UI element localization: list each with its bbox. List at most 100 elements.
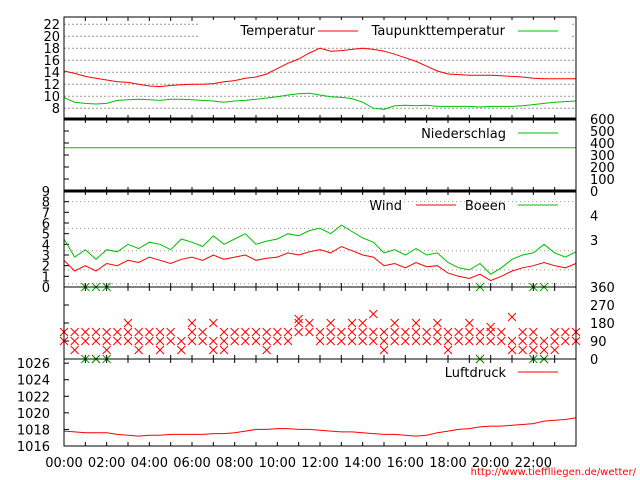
direction-point	[155, 336, 165, 346]
direction-point	[518, 336, 528, 346]
direction-point	[390, 336, 400, 346]
direction-point	[230, 336, 240, 346]
x-tick-label: 00:00	[45, 456, 82, 471]
pressure-y-tick-label: 1018	[17, 423, 50, 438]
direction-y-tick-label: 90	[590, 335, 607, 350]
temp-y-tick-label: 22	[43, 18, 60, 33]
direction-point	[400, 336, 410, 346]
x-tick-label: 14:00	[344, 456, 381, 471]
direction-point	[411, 327, 421, 337]
x-tick-label: 02:00	[88, 456, 125, 471]
direction-point	[528, 345, 538, 355]
temp-y-tick-label: 12	[43, 78, 60, 93]
temp-y-tick-label: 10	[43, 90, 60, 105]
direction-point	[112, 336, 122, 346]
direction-point	[219, 327, 229, 337]
direction-point	[368, 336, 378, 346]
direction-point	[187, 318, 197, 328]
rain-y-tick-label: 200	[590, 161, 615, 176]
rain-y-tick-label: 0	[590, 185, 598, 200]
direction-point	[91, 327, 101, 337]
direction-point	[198, 327, 208, 337]
direction-point	[400, 327, 410, 337]
direction-point	[507, 312, 517, 322]
pressure-y-tick-label: 1022	[17, 390, 50, 405]
direction-point	[272, 327, 282, 337]
direction-point	[443, 336, 453, 346]
direction-point	[166, 336, 176, 346]
x-tick-label: 12:00	[301, 456, 338, 471]
x-tick-label: 16:00	[387, 456, 424, 471]
direction-point	[358, 327, 368, 337]
direction-point	[528, 336, 538, 346]
direction-point	[123, 336, 133, 346]
direction-point	[347, 336, 357, 346]
direction-point	[208, 318, 218, 328]
direction-point	[550, 327, 560, 337]
direction-point	[166, 327, 176, 337]
temperature-line	[63, 47, 576, 88]
temp-y-tick-label: 16	[43, 54, 60, 69]
pressure-y-tick-label: 1026	[17, 357, 50, 372]
direction-point	[518, 327, 528, 337]
direction-point	[315, 336, 325, 346]
direction-point	[230, 327, 240, 337]
direction-point	[475, 327, 485, 337]
direction-point	[475, 336, 485, 346]
direction-point	[347, 318, 357, 328]
direction-point	[176, 336, 186, 346]
pressure-y-tick-label: 1020	[17, 407, 50, 422]
wind-y-tick-label: 3	[42, 249, 50, 264]
legend-taupunkt: Taupunkttemperatur	[371, 24, 506, 39]
direction-y-tick-label: 270	[590, 299, 615, 314]
direction-point	[144, 327, 154, 337]
beaufort-label: 4	[590, 210, 598, 225]
direction-point	[80, 336, 90, 346]
x-tick-label: 10:00	[259, 456, 296, 471]
legend-luftdruck: Luftdruck	[445, 366, 507, 381]
direction-point	[123, 327, 133, 337]
legend-boeen: Boeen	[465, 199, 506, 214]
legend-wind: Wind	[369, 199, 402, 214]
wind-y-tick-label: 4	[42, 238, 50, 253]
direction-point	[486, 336, 496, 346]
direction-point	[379, 345, 389, 355]
wind-y-tick-label: 6	[42, 217, 50, 232]
direction-point	[294, 314, 304, 324]
direction-point	[91, 336, 101, 346]
direction-point	[464, 327, 474, 337]
direction-point	[560, 327, 570, 337]
rain-y-tick-label: 300	[590, 149, 615, 164]
direction-point	[240, 336, 250, 346]
direction-point	[454, 327, 464, 337]
direction-point	[326, 336, 336, 346]
direction-point	[390, 318, 400, 328]
direction-point	[358, 318, 368, 328]
direction-y-tick-label: 360	[590, 281, 615, 296]
direction-point	[507, 345, 517, 355]
rain-y-tick-label: 100	[590, 173, 615, 188]
source-url-link[interactable]: http://www.tiefflliegen.de/wetter/	[471, 467, 637, 478]
direction-point	[208, 345, 218, 355]
x-tick-label: 08:00	[216, 456, 253, 471]
direction-point	[326, 327, 336, 337]
beaufort-label: 3	[590, 234, 598, 249]
pressure-y-tick-label: 1024	[17, 374, 50, 389]
direction-point	[219, 345, 229, 355]
direction-point	[134, 327, 144, 337]
direction-point	[454, 336, 464, 346]
direction-point	[112, 327, 122, 337]
direction-point	[550, 336, 560, 346]
direction-point	[422, 327, 432, 337]
direction-point	[134, 345, 144, 355]
wind-y-tick-label: 1	[42, 270, 50, 285]
direction-point	[560, 336, 570, 346]
wind-y-tick-label: 5	[42, 228, 50, 243]
direction-point	[102, 327, 112, 337]
direction-point	[272, 336, 282, 346]
rain-y-tick-label: 500	[590, 125, 615, 140]
x-tick-label: 20:00	[472, 456, 509, 471]
direction-point	[80, 327, 90, 337]
direction-point	[294, 318, 304, 328]
direction-point	[262, 345, 272, 355]
